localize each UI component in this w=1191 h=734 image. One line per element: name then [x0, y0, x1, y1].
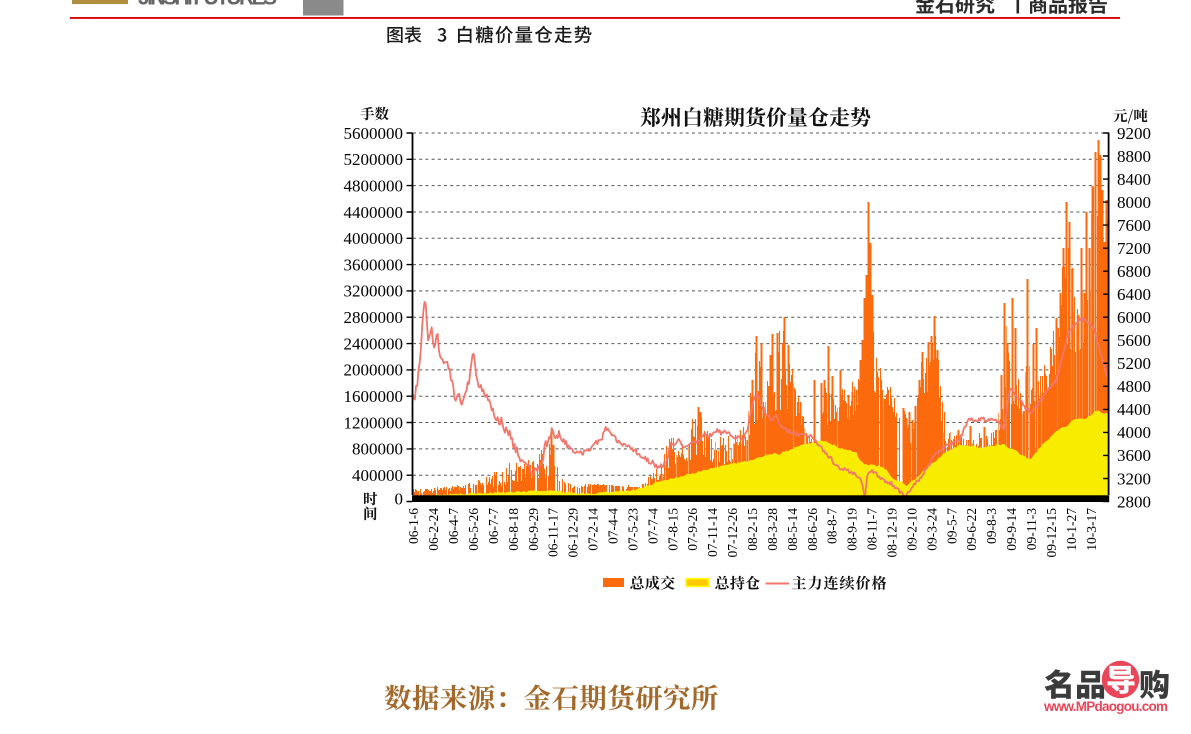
svg-text:06-8-18: 06-8-18	[506, 508, 521, 551]
svg-text:4400000: 4400000	[344, 203, 404, 222]
svg-text:JINSHI FUTURES: JINSHI FUTURES	[138, 0, 277, 9]
svg-text:09-5-7: 09-5-7	[944, 508, 959, 544]
svg-text:1200000: 1200000	[344, 413, 404, 432]
svg-text:3600000: 3600000	[344, 255, 404, 274]
svg-text:06-9-29: 06-9-29	[526, 508, 541, 551]
svg-text:08-6-26: 08-6-26	[805, 508, 820, 551]
svg-text:08-9-19: 08-9-19	[845, 508, 860, 551]
svg-text:07-7-4: 07-7-4	[645, 508, 660, 544]
svg-text:3200: 3200	[1117, 469, 1151, 488]
svg-text:2800: 2800	[1117, 492, 1151, 511]
svg-text:09-12-15: 09-12-15	[1044, 508, 1059, 558]
svg-text:07-12-26: 07-12-26	[725, 508, 740, 558]
svg-text:06-5-26: 06-5-26	[466, 508, 481, 551]
svg-text:8400: 8400	[1117, 170, 1151, 189]
svg-text:6400: 6400	[1117, 285, 1151, 304]
svg-text:4800000: 4800000	[344, 176, 404, 195]
svg-text:10-3-17: 10-3-17	[1084, 508, 1099, 551]
svg-text:06-4-7: 06-4-7	[446, 508, 461, 544]
svg-text:5600000: 5600000	[344, 124, 404, 143]
svg-text:800000: 800000	[352, 440, 403, 459]
svg-text:6800: 6800	[1117, 262, 1151, 281]
svg-text:5600: 5600	[1117, 331, 1151, 350]
svg-text:2800000: 2800000	[344, 308, 404, 327]
svg-text:7200: 7200	[1117, 239, 1151, 258]
svg-text:4000: 4000	[1117, 423, 1151, 442]
svg-text:08-11-7: 08-11-7	[865, 508, 880, 550]
svg-text:3200000: 3200000	[344, 282, 404, 301]
svg-text:07-11-14: 07-11-14	[705, 508, 720, 557]
svg-text:08-5-14: 08-5-14	[785, 508, 800, 551]
svg-text:06-7-7: 06-7-7	[486, 508, 501, 544]
svg-text:8000: 8000	[1117, 193, 1151, 212]
svg-text:5200: 5200	[1117, 354, 1151, 373]
svg-text:07-2-14: 07-2-14	[586, 508, 601, 551]
svg-text:1600000: 1600000	[344, 387, 404, 406]
svg-text:2000000: 2000000	[344, 361, 404, 380]
svg-text:09-9-14: 09-9-14	[1004, 508, 1019, 551]
svg-text:4400: 4400	[1117, 400, 1151, 419]
svg-text:09-3-24: 09-3-24	[924, 508, 939, 551]
svg-text:08-2-15: 08-2-15	[745, 508, 760, 551]
svg-text:07-8-15: 07-8-15	[665, 508, 680, 551]
svg-text:4000000: 4000000	[344, 229, 404, 248]
svg-text:08-12-19: 08-12-19	[885, 508, 900, 558]
svg-text:8800: 8800	[1117, 147, 1151, 166]
svg-text:08-3-28: 08-3-28	[765, 508, 780, 551]
svg-text:07-9-26: 07-9-26	[685, 508, 700, 551]
svg-text:4800: 4800	[1117, 377, 1151, 396]
svg-text:07-5-23: 07-5-23	[625, 508, 640, 551]
svg-text:08-8-7: 08-8-7	[825, 508, 840, 544]
svg-text:06-12-29: 06-12-29	[566, 508, 581, 558]
svg-text:400000: 400000	[352, 466, 403, 485]
svg-text:7600: 7600	[1117, 216, 1151, 235]
svg-text:07-4-4: 07-4-4	[606, 508, 621, 544]
svg-text:06-2-24: 06-2-24	[426, 508, 441, 551]
svg-text:09-2-10: 09-2-10	[905, 508, 920, 551]
svg-text:2400000: 2400000	[344, 334, 404, 353]
svg-text:09-11-3: 09-11-3	[1024, 508, 1039, 550]
svg-text:06-11-17: 06-11-17	[546, 508, 561, 557]
svg-text:3600: 3600	[1117, 446, 1151, 465]
svg-text:10-1-27: 10-1-27	[1064, 508, 1079, 551]
svg-text:9200: 9200	[1117, 124, 1151, 143]
svg-text:09-8-3: 09-8-3	[984, 508, 999, 544]
svg-text:0: 0	[395, 490, 404, 509]
svg-text:06-1-6: 06-1-6	[406, 508, 421, 544]
svg-text:09-6-22: 09-6-22	[964, 508, 979, 551]
svg-text:6000: 6000	[1117, 308, 1151, 327]
svg-text:www.MPdaogou.com: www.MPdaogou.com	[1043, 699, 1168, 714]
svg-text:5200000: 5200000	[344, 150, 404, 169]
